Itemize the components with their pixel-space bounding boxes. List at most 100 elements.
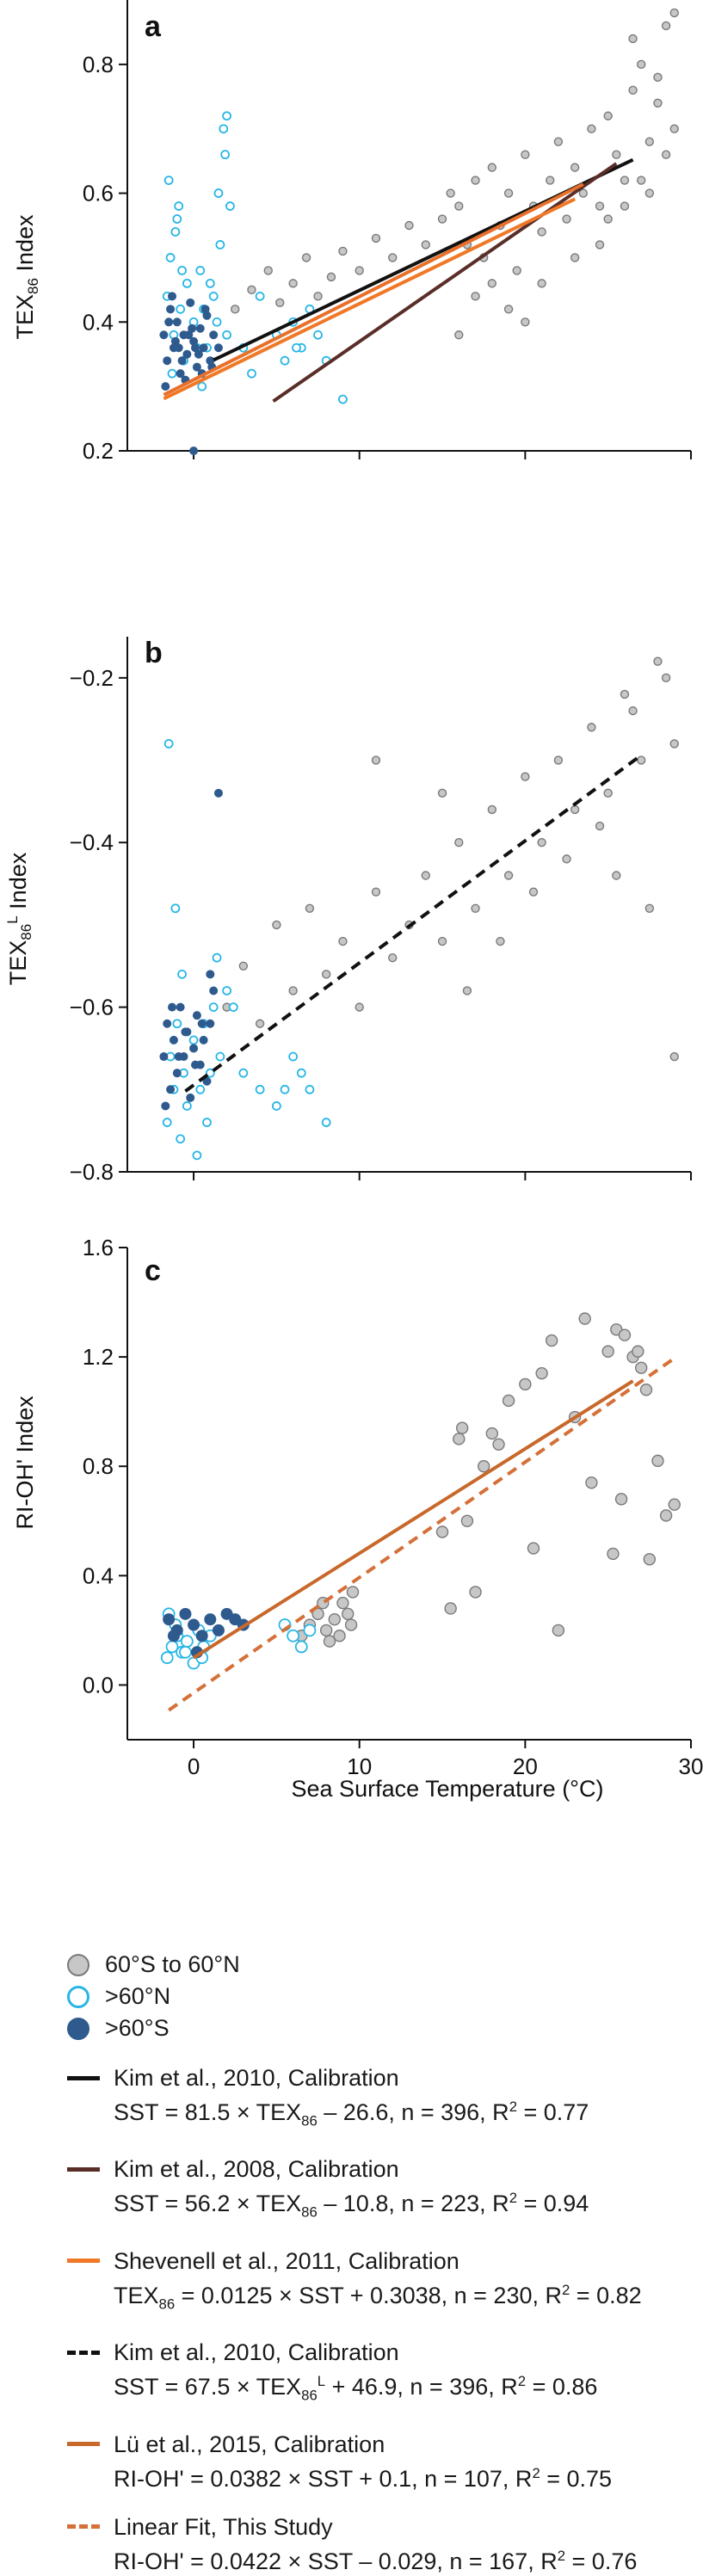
y-tick-label: 0.0	[83, 1672, 114, 1698]
data-point	[206, 970, 215, 979]
panel-b-letter: b	[145, 637, 163, 669]
data-point	[661, 21, 671, 31]
data-point	[212, 952, 222, 963]
x-tick-label: 30	[679, 1753, 703, 1779]
panel-c-plot: 0.0 0.4 0.8 1.2 1.6 0 10 20 30	[83, 1235, 703, 1779]
data-point	[229, 1613, 242, 1626]
data-point	[212, 1624, 225, 1636]
data-point	[172, 214, 182, 224]
data-point	[288, 279, 298, 288]
data-point	[209, 330, 219, 340]
data-point	[164, 317, 174, 327]
legend-label-gray: 60°S to 60°N	[105, 1951, 240, 1977]
data-point	[421, 871, 430, 880]
data-point	[503, 871, 514, 880]
data-point	[313, 292, 323, 301]
data-point	[197, 381, 207, 391]
data-point	[255, 291, 265, 301]
data-point	[208, 291, 219, 301]
panel-b: b TEX86L Index −0.8 −0.6 −0.4 −0.2	[4, 637, 692, 1185]
data-point	[552, 1624, 565, 1637]
data-point	[163, 1019, 172, 1028]
dashed-black-line-icon	[67, 2350, 100, 2355]
legend-label-cyan: >60°N	[105, 1983, 171, 2009]
data-point	[188, 1035, 199, 1045]
data-point	[338, 394, 348, 404]
data-point	[614, 1493, 628, 1506]
x-axis-label: Sea Surface Temperature (°C)	[292, 1776, 604, 1802]
data-point	[455, 1421, 469, 1434]
data-point	[328, 1612, 342, 1626]
data-point	[421, 240, 430, 250]
data-point	[167, 1630, 180, 1642]
data-point	[553, 137, 564, 146]
legend-item-kim2010L: Kim et al., 2010, Calibration SST = 67.5…	[67, 2338, 687, 2410]
regression-line	[184, 754, 643, 1093]
data-point	[162, 1118, 172, 1127]
data-point	[186, 298, 195, 307]
data-point	[603, 111, 613, 120]
data-point	[578, 188, 588, 198]
data-point	[195, 324, 205, 333]
legend-title-kim2010L: Kim et al., 2010, Calibration	[114, 2339, 399, 2366]
data-point	[165, 253, 176, 262]
data-point	[172, 1019, 182, 1029]
data-point	[570, 804, 580, 815]
legend-eq-kim2010: SST = 81.5 × TEX86 – 26.6, n = 396, R2 =…	[114, 2098, 589, 2129]
data-point	[199, 1035, 208, 1045]
data-point	[637, 176, 646, 185]
data-point	[521, 150, 530, 159]
data-point	[460, 1514, 474, 1527]
data-point	[263, 266, 273, 275]
data-point	[222, 986, 231, 995]
data-point	[192, 1150, 202, 1161]
legend-eq-kim2010L: SST = 67.5 × TEX86L + 46.9, n = 396, R2 …	[114, 2373, 598, 2404]
legend-eq-thisstudy: RI-OH' = 0.0422 × SST – 0.029, n = 167, …	[114, 2547, 638, 2574]
data-point	[469, 1586, 482, 1599]
legend-title-shevenell: Shevenell et al., 2011, Calibration	[114, 2247, 459, 2274]
data-point	[454, 838, 464, 847]
data-point	[344, 1618, 358, 1631]
data-point	[527, 1542, 540, 1555]
legend-title-thisstudy: Linear Fit, This Study	[114, 2513, 333, 2540]
data-point	[228, 1002, 238, 1013]
data-point	[562, 214, 571, 224]
data-point	[195, 1630, 208, 1642]
data-point	[612, 150, 621, 159]
data-point	[174, 201, 184, 211]
data-point	[181, 1027, 190, 1037]
solid-orange-line-icon	[67, 2259, 100, 2264]
data-point	[163, 739, 174, 749]
y-tick-label: 0.4	[83, 309, 114, 335]
data-point	[168, 292, 177, 301]
data-point	[272, 920, 281, 930]
figure-canvas: a TEX86 Index 0.2 0.4 0.6 0.8 b TEX86L Inde…	[4, 0, 703, 1802]
data-point	[477, 1460, 490, 1473]
data-point	[195, 265, 206, 275]
panel-a-letter: a	[145, 10, 162, 43]
data-point	[546, 176, 555, 185]
data-point	[603, 788, 613, 798]
regression-line	[168, 1357, 675, 1712]
data-point	[669, 124, 679, 133]
data-point	[595, 201, 605, 211]
data-point	[601, 1345, 614, 1358]
data-point	[176, 1134, 186, 1144]
data-point	[305, 903, 315, 913]
data-point	[161, 382, 170, 391]
panel-c-letter: c	[145, 1254, 161, 1287]
legend-title-kim2008: Kim et al., 2008, Calibration	[114, 2156, 399, 2183]
data-point	[163, 1613, 176, 1626]
data-point	[172, 317, 182, 327]
data-point	[199, 343, 208, 353]
data-point	[653, 98, 663, 108]
data-point	[644, 188, 655, 198]
legend-item-kim2010: Kim et al., 2010, Calibration SST = 81.5…	[67, 2063, 687, 2135]
y-tick-label: −0.6	[70, 995, 114, 1020]
data-point	[628, 706, 638, 716]
legend-eq-shevenell: TEX86 = 0.0125 × SST + 0.3038, n = 230, …	[114, 2281, 642, 2313]
data-point	[471, 292, 480, 301]
data-point	[471, 903, 480, 913]
data-point	[651, 1454, 664, 1468]
y-tick-label: 0.6	[83, 181, 114, 206]
